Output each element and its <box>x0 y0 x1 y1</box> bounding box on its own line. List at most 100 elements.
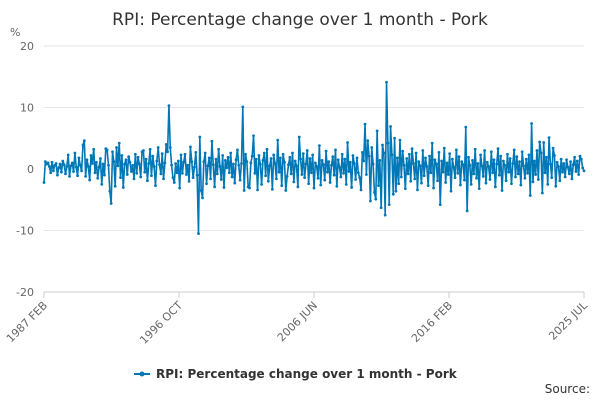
data-point <box>481 174 485 178</box>
data-point <box>266 179 270 183</box>
chart-title: RPI: Percentage change over 1 month - Po… <box>112 10 488 30</box>
data-point <box>117 141 121 145</box>
data-point <box>324 149 328 153</box>
data-point <box>229 151 233 155</box>
y-tick-label: 0 <box>27 163 34 176</box>
data-point <box>172 181 176 184</box>
data-point <box>64 172 67 176</box>
data-point <box>442 146 446 150</box>
data-point <box>394 189 398 193</box>
data-point <box>189 145 192 149</box>
data-point <box>485 160 489 164</box>
data-point <box>308 157 312 160</box>
data-point <box>464 125 468 129</box>
data-point <box>520 150 524 154</box>
data-point <box>252 134 255 138</box>
data-point <box>571 163 575 167</box>
x-tick-label: 2025 JUL <box>546 298 590 342</box>
data-point <box>546 182 550 186</box>
data-point <box>581 166 585 170</box>
legend[interactable]: RPI: Percentage change over 1 month - Po… <box>134 367 458 381</box>
data-point <box>92 147 96 151</box>
data-point <box>344 182 348 186</box>
data-point <box>367 154 371 158</box>
data-point <box>154 184 157 188</box>
data-point <box>61 159 65 163</box>
data-point <box>459 183 462 187</box>
data-point <box>527 153 531 157</box>
data-point <box>565 158 568 162</box>
data-point <box>338 165 341 169</box>
data-point <box>551 146 555 150</box>
data-point <box>508 157 512 160</box>
data-point <box>555 160 559 164</box>
data-point <box>299 157 302 161</box>
data-point <box>352 162 356 165</box>
data-point <box>245 160 249 164</box>
data-point <box>514 175 517 179</box>
data-point <box>108 189 112 193</box>
data-point <box>206 164 210 168</box>
data-point <box>386 141 390 145</box>
data-point <box>60 170 63 174</box>
data-point <box>171 176 175 180</box>
data-point <box>536 178 540 181</box>
data-point <box>402 163 406 167</box>
data-point <box>489 150 493 154</box>
data-point <box>515 155 519 159</box>
data-point <box>319 183 323 187</box>
data-point <box>543 171 547 175</box>
data-point <box>166 150 169 154</box>
data-point <box>133 152 137 156</box>
data-point <box>201 196 204 200</box>
data-point <box>80 169 84 173</box>
data-point <box>176 159 180 163</box>
data-point <box>146 179 149 183</box>
data-point <box>343 157 347 161</box>
data-point <box>332 173 336 177</box>
data-point <box>524 157 528 161</box>
data-point <box>109 202 113 205</box>
data-point <box>85 158 89 162</box>
data-point <box>358 176 362 180</box>
legend-label[interactable]: RPI: Percentage change over 1 month - Po… <box>156 367 458 381</box>
x-tick-label: 1987 FEB <box>4 299 50 345</box>
data-point <box>249 161 253 165</box>
data-point <box>461 163 465 167</box>
data-point <box>535 149 539 152</box>
data-point <box>578 154 582 158</box>
data-point <box>175 171 179 175</box>
data-point <box>205 182 208 186</box>
data-point <box>81 143 85 147</box>
data-point <box>405 157 409 160</box>
data-point <box>371 162 375 166</box>
data-point <box>203 151 207 155</box>
data-point <box>265 147 269 151</box>
y-tick-label: -10 <box>16 225 34 238</box>
data-point <box>293 159 297 163</box>
data-point <box>382 151 386 155</box>
data-point <box>561 170 564 174</box>
data-point <box>84 174 88 178</box>
data-point <box>88 178 92 182</box>
data-point <box>373 190 376 194</box>
data-point <box>223 158 227 162</box>
data-point <box>322 163 325 167</box>
data-point <box>253 171 257 175</box>
data-point <box>418 164 422 168</box>
data-point <box>530 122 534 125</box>
data-point <box>476 162 480 165</box>
data-point <box>315 165 319 168</box>
data-point <box>407 152 411 156</box>
data-point <box>268 164 272 168</box>
data-point <box>273 162 277 165</box>
data-point <box>142 149 145 152</box>
data-point <box>73 151 77 155</box>
data-point <box>254 157 258 161</box>
data-point <box>360 151 364 154</box>
gridlines <box>44 45 584 231</box>
data-point <box>62 163 66 167</box>
data-point <box>184 173 188 176</box>
data-point <box>241 105 245 109</box>
data-point <box>366 139 370 143</box>
